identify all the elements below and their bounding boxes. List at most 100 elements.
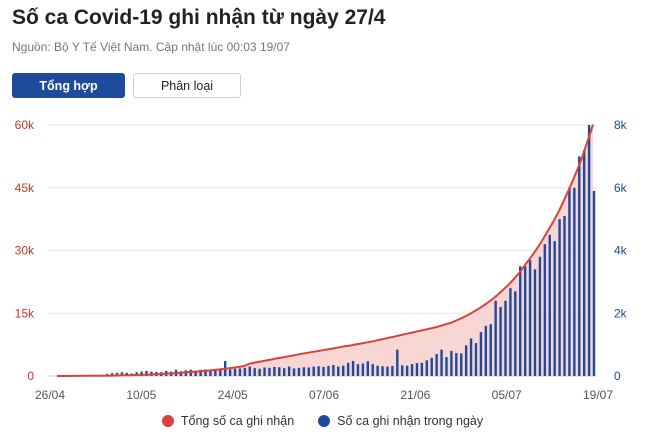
daily-bar [405, 365, 409, 376]
x-tick-label: 24/05 [218, 388, 248, 402]
legend-label-total: Tổng số ca ghi nhận [180, 414, 295, 428]
daily-bar [523, 266, 527, 376]
chart-source: Nguồn: Bộ Y Tế Việt Nam. Cập nhật lúc 00… [12, 40, 290, 54]
daily-bar [243, 367, 247, 376]
daily-bar [219, 368, 222, 376]
daily-bar [420, 362, 424, 376]
left-tick-label: 15k [15, 306, 35, 320]
legend: Tổng số ca ghi nhận Số ca ghi nhận trong… [0, 414, 645, 428]
daily-bar [342, 365, 345, 376]
legend-dot-total [161, 415, 174, 427]
daily-bar [204, 369, 207, 376]
daily-bar [228, 369, 232, 376]
daily-bar [553, 241, 556, 376]
legend-item-total[interactable]: Tổng số ca ghi nhận [161, 414, 295, 428]
daily-bar [450, 350, 453, 376]
daily-bar [568, 187, 571, 376]
daily-bar [543, 244, 547, 376]
daily-bar [578, 156, 581, 377]
daily-bar [356, 364, 360, 376]
daily-bar [440, 349, 443, 377]
daily-bar [110, 373, 114, 376]
daily-bar [509, 288, 512, 376]
daily-bar [302, 367, 306, 376]
daily-bar [287, 366, 291, 376]
daily-bar [327, 365, 330, 376]
daily-bar [317, 366, 320, 376]
chart-title: Số ca Covid-19 ghi nhận từ ngày 27/4 [12, 6, 386, 29]
daily-bar [371, 364, 374, 376]
x-tick-label: 07/06 [309, 388, 339, 402]
daily-bar [396, 349, 399, 377]
daily-bar [351, 360, 355, 376]
daily-bar [233, 368, 237, 376]
x-tick-label: 05/07 [492, 388, 522, 402]
daily-bar [391, 365, 394, 376]
x-tick-label: 26/04 [35, 388, 65, 402]
daily-bar [504, 300, 507, 376]
daily-bar [558, 219, 561, 377]
daily-bar [528, 259, 532, 376]
daily-bar [386, 366, 389, 376]
daily-bar [410, 364, 414, 376]
daily-bar [415, 363, 419, 376]
daily-bar [430, 357, 433, 376]
daily-bar [115, 372, 119, 376]
daily-bar [582, 150, 586, 376]
daily-bar [322, 366, 325, 376]
daily-bar [445, 357, 448, 376]
daily-bar [332, 365, 335, 376]
daily-bar [499, 306, 502, 376]
tab-categories[interactable]: Phân loại [133, 73, 241, 98]
daily-bar [592, 190, 596, 376]
daily-bar [248, 366, 251, 376]
daily-bar [548, 234, 551, 376]
left-tick-label: 45k [15, 181, 35, 195]
daily-bar [464, 345, 468, 376]
daily-bar [307, 367, 310, 376]
chart-area: 0 0 15k 2k 30k 4k 45k 6k 60k 8k 26/04 10/05 24/05 07/… [15, 118, 628, 402]
daily-bar [297, 367, 301, 376]
left-tick-label: 0 [27, 369, 34, 383]
daily-bar [278, 367, 281, 376]
daily-bar [538, 256, 542, 376]
daily-bar [120, 372, 124, 377]
x-tick-label: 19/07 [583, 388, 613, 402]
daily-bar [145, 370, 148, 376]
daily-bar [460, 353, 463, 376]
legend-dot-daily [318, 415, 331, 427]
daily-bar [455, 353, 458, 376]
legend-item-daily[interactable]: Số ca ghi nhận trong ngày [318, 414, 483, 428]
daily-bar [214, 370, 217, 376]
daily-bar [292, 368, 296, 376]
daily-bar [199, 369, 202, 377]
daily-bar [479, 332, 483, 376]
daily-bar [361, 363, 365, 376]
daily-bar [273, 366, 276, 376]
daily-bar [435, 354, 438, 376]
tab-overview[interactable]: Tổng hợp chung [12, 73, 125, 118]
left-tick-label: 30k [15, 244, 35, 258]
right-tick-label: 6k [614, 181, 628, 195]
daily-bar [263, 367, 266, 376]
right-tick-label: 4k [614, 244, 628, 258]
daily-bar [533, 269, 537, 376]
daily-bar [209, 370, 212, 376]
daily-bar [194, 370, 197, 376]
daily-bar [376, 365, 379, 376]
view-tabs: Tổng hợp chung Phân loại [12, 73, 241, 118]
daily-bar [514, 291, 517, 376]
daily-bar [381, 366, 384, 376]
legend-label-daily: Số ca ghi nhận trong ngày [337, 414, 484, 428]
daily-bar [519, 266, 522, 376]
right-tick-label: 8k [614, 118, 628, 132]
daily-bar [494, 300, 497, 376]
daily-bar [238, 368, 242, 376]
x-tick-label: 21/06 [400, 388, 430, 402]
daily-bar [268, 367, 271, 376]
daily-bar [587, 125, 591, 376]
daily-bar [401, 365, 404, 376]
cumulative-line [57, 124, 594, 377]
daily-bar [283, 368, 286, 376]
daily-bar [337, 366, 340, 376]
